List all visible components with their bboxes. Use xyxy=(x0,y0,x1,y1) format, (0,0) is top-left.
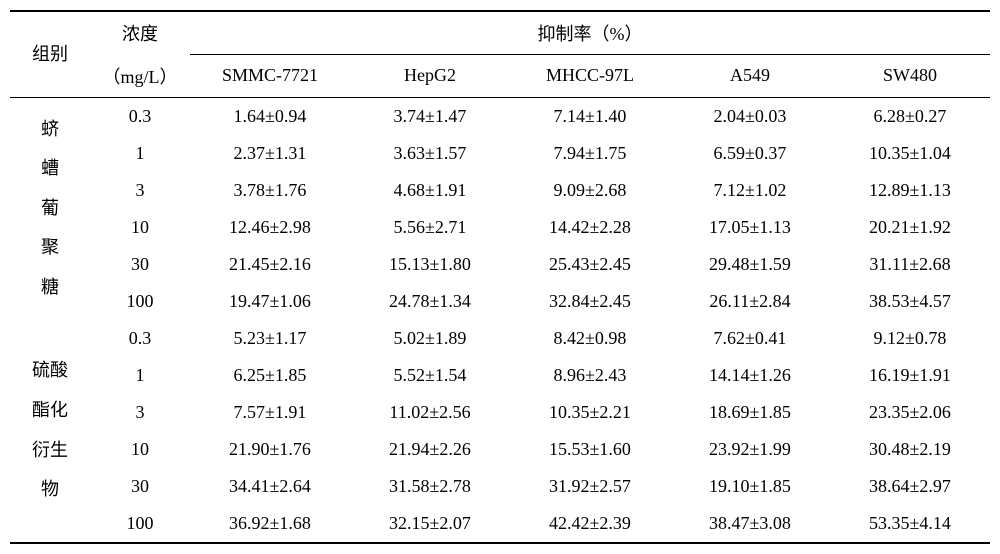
table-cell: 32.84±2.45 xyxy=(510,283,670,320)
table-cell: 21.90±1.76 xyxy=(190,431,350,468)
table-cell: 8.96±2.43 xyxy=(510,357,670,394)
table-cell: 7.14±1.40 xyxy=(510,97,670,135)
header-conc-unit: （mg/L） xyxy=(90,55,190,98)
table-cell: 24.78±1.34 xyxy=(350,283,510,320)
table-cell: 10 xyxy=(90,209,190,246)
table-cell: 19.47±1.06 xyxy=(190,283,350,320)
table-cell: 36.92±1.68 xyxy=(190,505,350,543)
table-cell: 17.05±1.13 xyxy=(670,209,830,246)
table-cell: 29.48±1.59 xyxy=(670,246,830,283)
table-cell: 10 xyxy=(90,431,190,468)
table-cell: 3.78±1.76 xyxy=(190,172,350,209)
table-cell: 30 xyxy=(90,246,190,283)
table-cell: 3 xyxy=(90,394,190,431)
header-cell-line-2: MHCC-97L xyxy=(510,55,670,98)
table-cell: 31.11±2.68 xyxy=(830,246,990,283)
table-cell: 1.64±0.94 xyxy=(190,97,350,135)
table-cell: 7.57±1.91 xyxy=(190,394,350,431)
table-cell: 5.52±1.54 xyxy=(350,357,510,394)
table-cell: 34.41±2.64 xyxy=(190,468,350,505)
table-cell: 1 xyxy=(90,135,190,172)
table-cell: 38.53±4.57 xyxy=(830,283,990,320)
table-cell: 1 xyxy=(90,357,190,394)
table-cell: 4.68±1.91 xyxy=(350,172,510,209)
table-cell: 42.42±2.39 xyxy=(510,505,670,543)
table-cell: 12.46±2.98 xyxy=(190,209,350,246)
table-cell: 0.3 xyxy=(90,320,190,357)
table-cell: 5.56±2.71 xyxy=(350,209,510,246)
table-cell: 21.94±2.26 xyxy=(350,431,510,468)
table-cell: 3 xyxy=(90,172,190,209)
table-cell: 18.69±1.85 xyxy=(670,394,830,431)
table-cell: 0.3 xyxy=(90,97,190,135)
table-cell: 23.92±1.99 xyxy=(670,431,830,468)
header-conc-label: 浓度 xyxy=(90,11,190,55)
header-cell-line-0: SMMC-7721 xyxy=(190,55,350,98)
group-0-label: 蛴 螬 葡 聚 糖 xyxy=(10,97,90,320)
table-cell: 15.53±1.60 xyxy=(510,431,670,468)
table-cell: 6.59±0.37 xyxy=(670,135,830,172)
table-cell: 7.62±0.41 xyxy=(670,320,830,357)
table-cell: 30 xyxy=(90,468,190,505)
table-cell: 3.63±1.57 xyxy=(350,135,510,172)
group-1-label: 硫酸 酯化 衍生 物 xyxy=(10,320,90,543)
header-inhibition: 抑制率（%） xyxy=(190,11,990,55)
table-cell: 100 xyxy=(90,505,190,543)
table-cell: 14.42±2.28 xyxy=(510,209,670,246)
table-cell: 10.35±1.04 xyxy=(830,135,990,172)
table-cell: 9.12±0.78 xyxy=(830,320,990,357)
table-cell: 15.13±1.80 xyxy=(350,246,510,283)
header-cell-line-4: SW480 xyxy=(830,55,990,98)
table-cell: 20.21±1.92 xyxy=(830,209,990,246)
table-cell: 2.04±0.03 xyxy=(670,97,830,135)
table-cell: 2.37±1.31 xyxy=(190,135,350,172)
table-cell: 19.10±1.85 xyxy=(670,468,830,505)
table-cell: 26.11±2.84 xyxy=(670,283,830,320)
header-cell-line-1: HepG2 xyxy=(350,55,510,98)
table-cell: 7.12±1.02 xyxy=(670,172,830,209)
table-cell: 16.19±1.91 xyxy=(830,357,990,394)
table-cell: 9.09±2.68 xyxy=(510,172,670,209)
table-cell: 12.89±1.13 xyxy=(830,172,990,209)
table-cell: 53.35±4.14 xyxy=(830,505,990,543)
table-cell: 32.15±2.07 xyxy=(350,505,510,543)
table-cell: 31.58±2.78 xyxy=(350,468,510,505)
header-cell-line-3: A549 xyxy=(670,55,830,98)
table-cell: 14.14±1.26 xyxy=(670,357,830,394)
table-cell: 5.23±1.17 xyxy=(190,320,350,357)
table-cell: 31.92±2.57 xyxy=(510,468,670,505)
table-cell: 3.74±1.47 xyxy=(350,97,510,135)
table-cell: 100 xyxy=(90,283,190,320)
table-cell: 5.02±1.89 xyxy=(350,320,510,357)
table-cell: 7.94±1.75 xyxy=(510,135,670,172)
table-cell: 23.35±2.06 xyxy=(830,394,990,431)
header-group: 组别 xyxy=(10,11,90,97)
table-cell: 21.45±2.16 xyxy=(190,246,350,283)
table-cell: 10.35±2.21 xyxy=(510,394,670,431)
table-cell: 8.42±0.98 xyxy=(510,320,670,357)
table-cell: 30.48±2.19 xyxy=(830,431,990,468)
table-cell: 25.43±2.45 xyxy=(510,246,670,283)
table-cell: 38.64±2.97 xyxy=(830,468,990,505)
inhibition-table: 组别 浓度 抑制率（%） （mg/L） SMMC-7721 HepG2 MHCC… xyxy=(10,10,990,544)
table-cell: 11.02±2.56 xyxy=(350,394,510,431)
table-cell: 6.28±0.27 xyxy=(830,97,990,135)
table-cell: 38.47±3.08 xyxy=(670,505,830,543)
table-cell: 6.25±1.85 xyxy=(190,357,350,394)
